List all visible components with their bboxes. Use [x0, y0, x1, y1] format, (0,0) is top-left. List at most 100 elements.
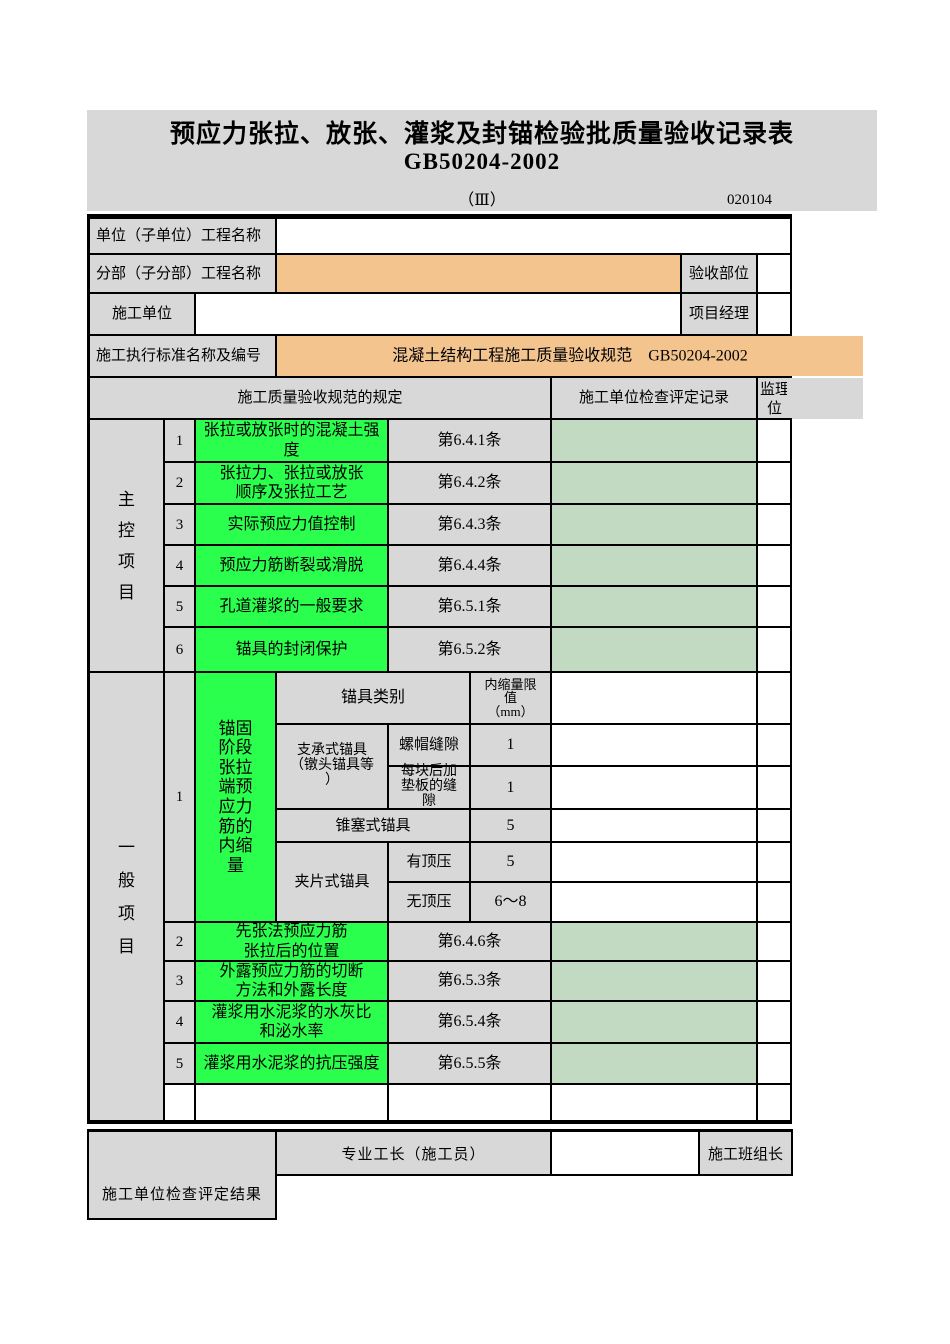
pad-gap-label: 每块后加 垫板的缝 隙 [388, 765, 470, 809]
with-jack-label: 有顶压 [388, 842, 470, 882]
main-item-3-record[interactable] [551, 504, 757, 545]
inspection-table: 单位（子单位）工程名称 分部（子分部）工程名称 验收部位 施工单位 项目经理 施… [87, 214, 792, 1124]
bearing-anchor-type: 支承式锚具 （镦头锚具等 ） [276, 724, 388, 809]
main-item-4-record[interactable] [551, 545, 757, 586]
without-jack-supervision[interactable] [757, 882, 792, 922]
record-column-header: 施工单位检查评定记录 [551, 377, 757, 419]
clip-anchor-type: 夹片式锚具 [276, 842, 388, 922]
main-item-6-num: 6 [164, 627, 195, 672]
main-item-3-supervision[interactable] [757, 504, 792, 545]
with-jack-record[interactable] [551, 842, 757, 882]
general-item-3-record[interactable] [551, 961, 757, 1001]
main-item-5-record[interactable] [551, 586, 757, 627]
general-item-4-record[interactable] [551, 1001, 757, 1043]
acceptance-part-label: 验收部位 [681, 254, 757, 293]
general-item-5-supervision[interactable] [757, 1043, 792, 1084]
main-item-4-supervision[interactable] [757, 545, 792, 586]
main-item-6-supervision[interactable] [757, 627, 792, 672]
main-item-5-supervision[interactable] [757, 586, 792, 627]
general-item-2-record[interactable] [551, 922, 757, 961]
spec-column-header: 施工质量验收规范的规定 [89, 377, 551, 419]
anchor-header-supervision[interactable] [757, 672, 792, 724]
standard-number-title: GB50204-2002 [403, 148, 561, 174]
project-manager-label: 项目经理 [681, 293, 757, 335]
subpart-project-name-label: 分部（子分部）工程名称 [89, 254, 276, 293]
main-item-2-supervision[interactable] [757, 462, 792, 504]
cone-anchor-record[interactable] [551, 809, 757, 842]
foreman-label: 专业工长（施工员） [277, 1132, 552, 1176]
main-item-1-desc: 张拉或放张时的混凝土强 度 [195, 419, 388, 462]
subpart-project-name-input[interactable] [276, 254, 681, 293]
execution-standard-value[interactable]: 混凝土结构工程施工质量验收规范 GB50204-2002 [276, 335, 792, 377]
general-item-2-clause: 第6.4.6条 [388, 922, 551, 961]
main-item-2-record[interactable] [551, 462, 757, 504]
main-item-2-num: 2 [164, 462, 195, 504]
volume-number: （Ⅲ） [458, 192, 506, 209]
general-section-label: 一 般 项 目 [89, 672, 164, 1121]
general-item-2-num: 2 [164, 922, 195, 961]
main-item-6-clause: 第6.5.2条 [388, 627, 551, 672]
project-manager-input[interactable] [757, 293, 792, 335]
general-item-2-desc: 先张法预应力筋 张拉后的位置 [195, 922, 388, 961]
general-item-1-num: 1 [164, 672, 195, 922]
spare-row-num[interactable] [164, 1084, 195, 1121]
without-jack-limit: 6～8 [470, 882, 551, 922]
main-item-1-clause: 第6.4.1条 [388, 419, 551, 462]
without-jack-label: 无顶压 [388, 882, 470, 922]
main-item-3-clause: 第6.4.3条 [388, 504, 551, 545]
with-jack-limit: 5 [470, 842, 551, 882]
crew-leader-label: 施工班组长 [700, 1132, 793, 1176]
main-item-4-clause: 第6.4.4条 [388, 545, 551, 586]
main-item-4-num: 4 [164, 545, 195, 586]
unit-project-name-input[interactable] [276, 218, 792, 254]
unit-project-name-label: 单位（子单位）工程名称 [89, 218, 276, 254]
pad-gap-supervision[interactable] [757, 766, 792, 809]
anchor-header-record[interactable] [551, 672, 757, 724]
general-item-3-supervision[interactable] [757, 961, 792, 1001]
cone-anchor-supervision[interactable] [757, 809, 792, 842]
with-jack-supervision[interactable] [757, 842, 792, 882]
general-item-5-clause: 第6.5.5条 [388, 1043, 551, 1084]
general-item-4-supervision[interactable] [757, 1001, 792, 1043]
general-item-4-num: 4 [164, 1001, 195, 1043]
nut-gap-limit: 1 [470, 724, 551, 766]
main-item-6-desc: 锚具的封闭保护 [195, 627, 388, 672]
nut-gap-record[interactable] [551, 724, 757, 766]
contractor-input[interactable] [195, 293, 681, 335]
spare-row-desc[interactable] [195, 1084, 388, 1121]
general-item-5-desc: 灌浆用水泥浆的抗压强度 [195, 1043, 388, 1084]
without-jack-record[interactable] [551, 882, 757, 922]
acceptance-part-input[interactable] [757, 254, 792, 293]
main-item-1-num: 1 [164, 419, 195, 462]
main-item-1-supervision[interactable] [757, 419, 792, 462]
pad-gap-limit: 1 [470, 766, 551, 809]
form-code: 020104 [727, 192, 772, 208]
main-section-label: 主 控 项 目 [89, 419, 164, 672]
main-item-5-num: 5 [164, 586, 195, 627]
spare-row-clause[interactable] [388, 1084, 551, 1121]
contractor-label: 施工单位 [89, 293, 195, 335]
main-item-5-clause: 第6.5.1条 [388, 586, 551, 627]
title-block: 预应力张拉、放张、灌浆及封锚检验批质量验收记录表 GB50204-2002 （Ⅲ… [87, 110, 877, 211]
main-item-2-desc: 张拉力、张拉或放张 顺序及张拉工艺 [195, 462, 388, 504]
pad-gap-record[interactable] [551, 766, 757, 809]
general-item-2-supervision[interactable] [757, 922, 792, 961]
general-item-1-desc: 锚固 阶段 张拉 端预 应力 筋的 内缩 量 [195, 672, 276, 922]
spare-row-record[interactable] [551, 1084, 757, 1121]
main-item-3-desc: 实际预应力值控制 [195, 504, 388, 545]
foreman-signature-input[interactable] [552, 1132, 700, 1176]
main-item-6-record[interactable] [551, 627, 757, 672]
main-item-2-clause: 第6.4.2条 [388, 462, 551, 504]
general-item-5-record[interactable] [551, 1043, 757, 1084]
main-item-1-record[interactable] [551, 419, 757, 462]
general-item-3-desc: 外露预应力筋的切断 方法和外露长度 [195, 961, 388, 1001]
main-item-5-desc: 孔道灌浆的一般要求 [195, 586, 388, 627]
nut-gap-label: 螺帽缝隙 [388, 724, 470, 766]
result-section: 施工单位检查评定结果 专业工长（施工员） 施工班组长 [87, 1129, 793, 1223]
general-item-4-clause: 第6.5.4条 [388, 1001, 551, 1043]
general-item-5-num: 5 [164, 1043, 195, 1084]
spare-row-supervision[interactable] [757, 1084, 792, 1121]
cone-anchor-limit: 5 [470, 809, 551, 842]
general-item-4-desc: 灌浆用水泥浆的水灰比 和泌水率 [195, 1001, 388, 1043]
nut-gap-supervision[interactable] [757, 724, 792, 766]
